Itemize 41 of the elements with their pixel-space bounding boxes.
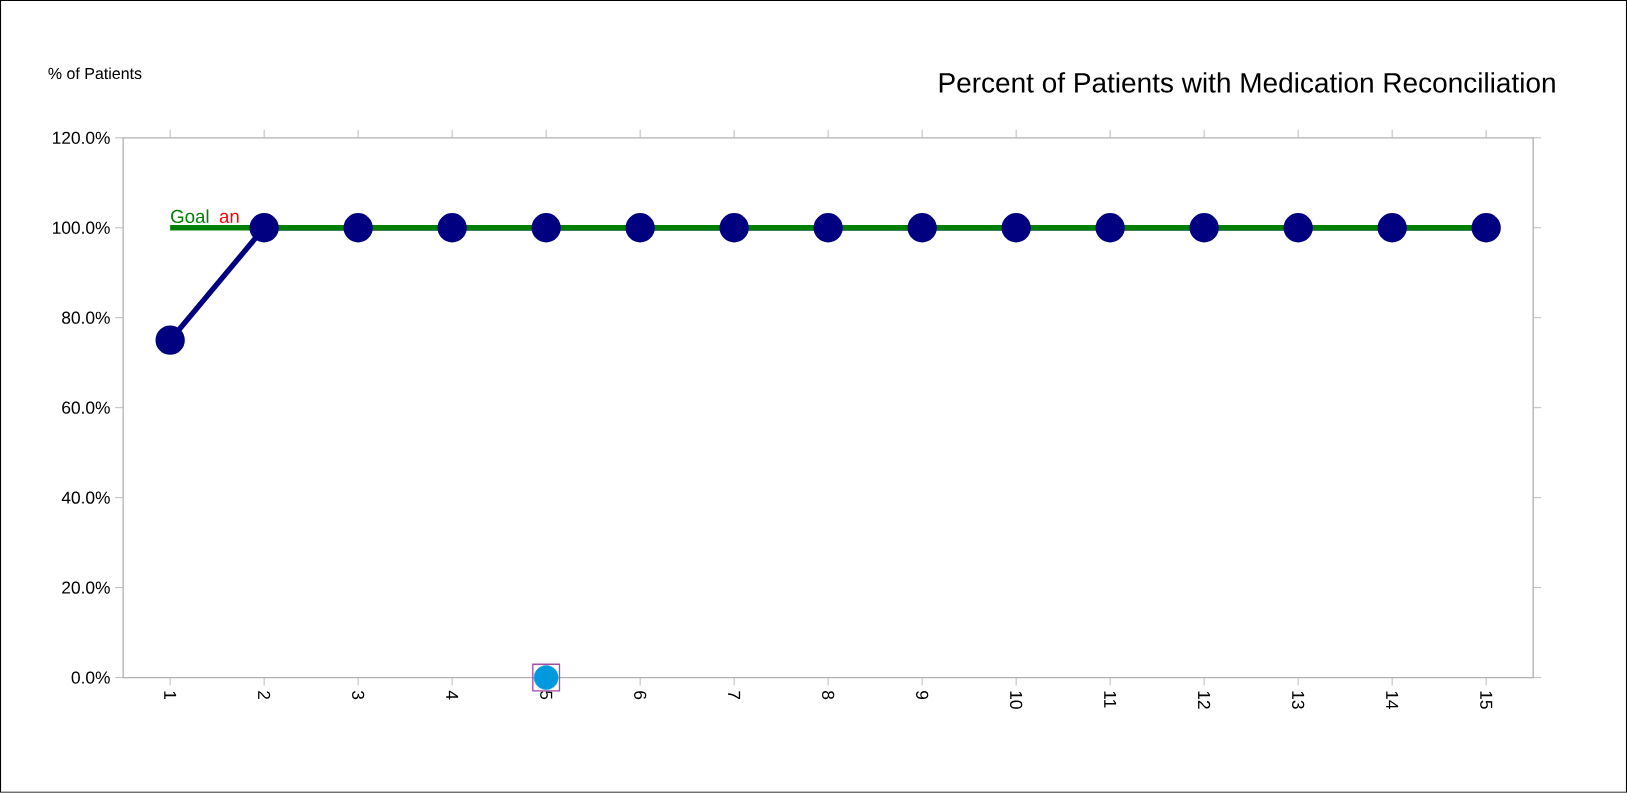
y-tick-label: 0.0%	[71, 671, 110, 684]
point	[1377, 213, 1407, 243]
point	[813, 213, 843, 243]
point	[249, 213, 279, 243]
x-tick-label: 2	[258, 691, 271, 700]
y-tick-label: 20.0%	[62, 581, 110, 594]
point	[437, 213, 467, 243]
x-tick-label: 12	[1198, 691, 1211, 709]
y-tick-label: 40.0%	[61, 491, 110, 504]
x-tick-label: 14	[1386, 691, 1399, 710]
y-axis-title: % of Patients	[48, 67, 142, 80]
x-tick-label: 3	[352, 691, 365, 700]
x-tick-label: 7	[728, 691, 741, 700]
x-tick-label: 11	[1104, 691, 1117, 708]
point	[1283, 213, 1313, 243]
y-tick-label: 100.0%	[53, 221, 110, 235]
x-tick-label: 1	[164, 691, 177, 700]
x-tick-label: 10	[1010, 691, 1023, 709]
point	[1001, 213, 1031, 243]
point	[907, 213, 937, 243]
chart-title: Percent of Patients with Medication Reconciliation	[939, 72, 1555, 93]
ref-line-label: Goal	[171, 209, 209, 224]
y-tick-label: 120.0%	[53, 131, 110, 145]
x-tick-label: 8	[822, 691, 835, 700]
point	[531, 213, 561, 243]
point	[625, 213, 655, 243]
point	[343, 213, 373, 243]
point	[1189, 213, 1219, 243]
x-tick-label: 6	[634, 691, 647, 700]
y-tick-label: 60.0%	[62, 401, 110, 414]
x-tick-label: 15	[1480, 691, 1493, 709]
x-tick-label: 5	[540, 691, 553, 700]
annotation: an	[219, 212, 239, 224]
x-tick-label: 9	[916, 691, 929, 700]
point	[1471, 213, 1501, 243]
x-tick-label: 4	[446, 690, 459, 700]
point	[155, 325, 185, 356]
point	[1095, 213, 1125, 243]
x-tick-label: 13	[1292, 691, 1305, 709]
point	[719, 213, 749, 243]
y-tick-label: 80.0%	[62, 311, 110, 324]
